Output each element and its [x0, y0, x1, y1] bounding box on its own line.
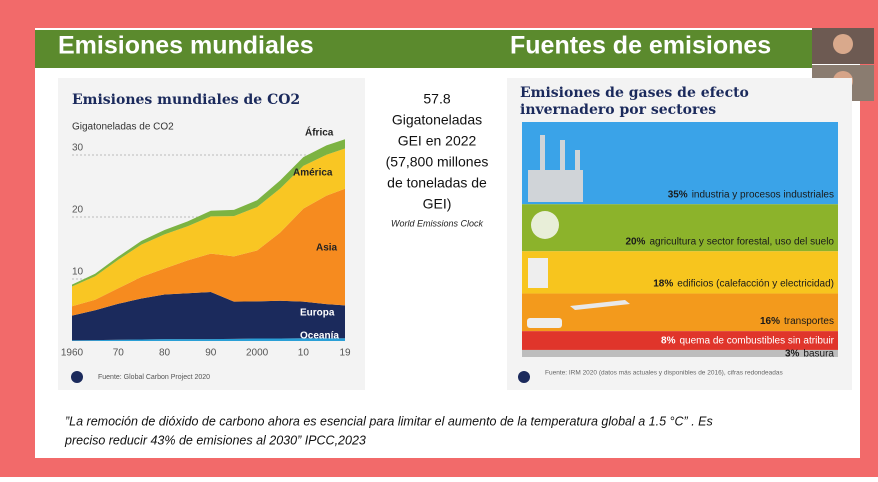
category-label: basura: [803, 348, 834, 359]
chimney: [560, 140, 565, 175]
value-label: 20%: [625, 236, 645, 247]
value-label: 16%: [760, 316, 780, 327]
x-tick-label: 90: [205, 348, 217, 359]
band-label: 8%quema de combustibles sin atribuir: [661, 335, 835, 346]
source: Fuente: Global Carbon Project 2020: [98, 374, 210, 381]
chart-title: Emisiones de gases de efecto: [520, 85, 749, 101]
car: [527, 318, 562, 328]
y-tick-label: 10: [72, 267, 84, 278]
middle-text: GEI): [423, 196, 452, 212]
axis-label: Gigatoneladas de CO2: [72, 122, 174, 133]
category-label: quema de combustibles sin atribuir: [679, 335, 834, 346]
slide-screen: Emisiones mundiales Fuentes de emisiones…: [0, 0, 878, 477]
chart-title: Emisiones mundiales de CO2: [72, 92, 300, 108]
category-label: agricultura y sector forestal, uso del s…: [649, 236, 834, 247]
value-label: 35%: [668, 189, 688, 200]
series-label: Oceanía: [300, 331, 339, 342]
middle-text: (57,800 millones: [386, 154, 489, 170]
band-label: 20% agricultura y sector forestal, uso de…: [625, 236, 834, 247]
band-label: 18% edificios (calefacción y electricidad…: [653, 278, 834, 289]
x-tick-label: 70: [113, 348, 125, 359]
x-tick-label: 2000: [246, 348, 269, 359]
series-label: América: [293, 168, 333, 179]
band-label: 3%basura: [785, 348, 834, 359]
building: [528, 258, 548, 288]
y-tick-label: 20: [72, 205, 84, 216]
series-label: África: [305, 126, 334, 139]
header-title: Fuentes de emisiones: [510, 32, 771, 60]
middle-text: Gigatoneladas: [392, 112, 482, 128]
middle-text: GEI en 2022: [398, 133, 477, 149]
webcam-face: [833, 34, 853, 54]
value-label: 8%: [661, 335, 676, 346]
x-tick-label: 10: [298, 348, 310, 359]
quote: preciso reducir 43% de emisiones al 2030…: [64, 433, 366, 447]
band-label: 16% transportes: [760, 316, 834, 327]
tree: [531, 211, 559, 239]
middle-source: World Emissions Clock: [391, 218, 484, 228]
x-tick-label: 1960: [61, 348, 84, 359]
band-label: 35% industria y procesos industriales: [668, 189, 834, 200]
category-label: edificios (calefacción y electricidad): [677, 278, 834, 289]
category-label: industria y procesos industriales: [692, 189, 834, 200]
series-label: Asia: [316, 243, 338, 254]
source: Fuente: IRM 2020 (datos más actuales y d…: [545, 370, 783, 377]
category-label: transportes: [784, 316, 834, 327]
series-label: Europa: [300, 308, 335, 319]
logo: [71, 371, 83, 383]
value-label: 3%: [785, 348, 800, 359]
chimney: [540, 135, 545, 175]
middle-text: 57.8: [423, 91, 450, 107]
middle-text: de toneladas de: [387, 175, 487, 191]
page: {"header":{"left_title":"Emisiones mundi…: [0, 0, 878, 477]
y-tick-label: 30: [72, 143, 84, 154]
factory: [528, 170, 583, 202]
logo: [518, 371, 530, 383]
chimney: [575, 150, 580, 175]
chart-title: invernadero por sectores: [520, 102, 716, 118]
value-label: 18%: [653, 278, 673, 289]
x-tick-label: 19: [339, 348, 351, 359]
x-tick-label: 80: [159, 348, 171, 359]
header-title: Emisiones mundiales: [58, 32, 314, 60]
quote: ”La remoción de dióxido de carbono ahora…: [65, 414, 713, 428]
